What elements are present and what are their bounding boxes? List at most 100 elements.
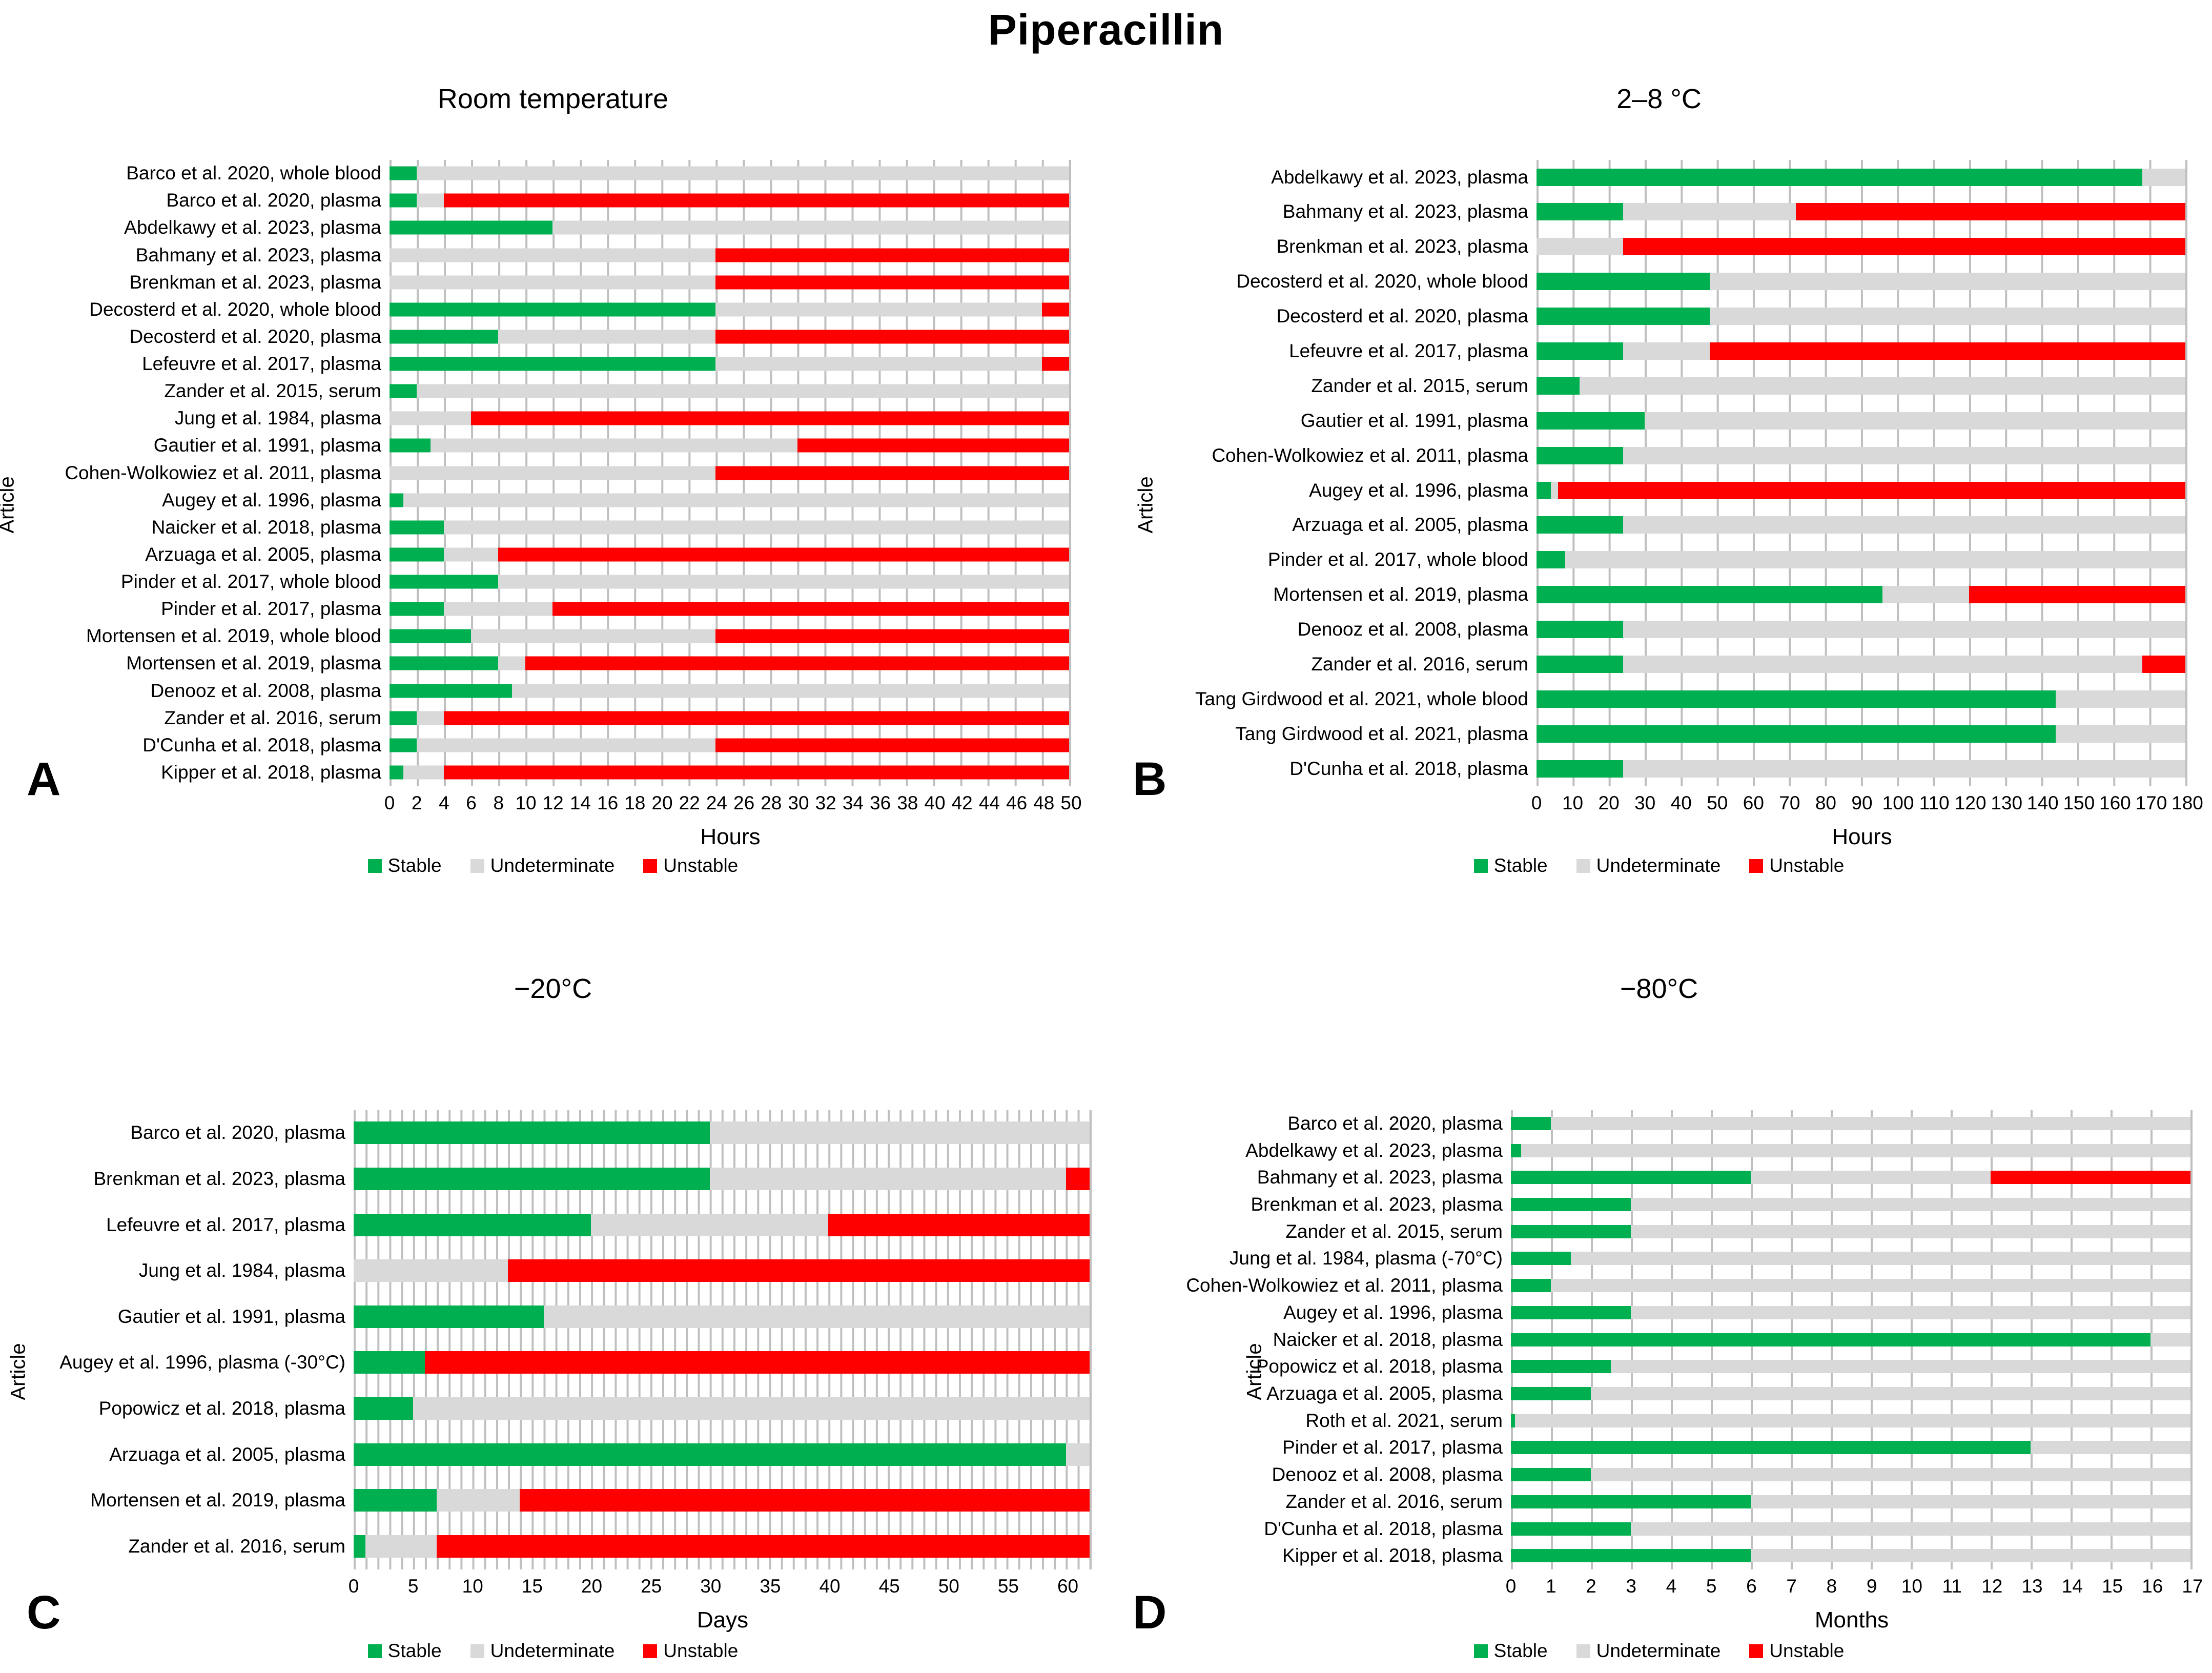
bar-segment-stable [1511,1360,1611,1374]
bar-segment-undeterminate [403,765,444,780]
bar-segment-undeterminate [709,1168,1066,1191]
legend-label: Stable [387,1640,442,1661]
bar-row: Lefeuvre et al. 2017, plasma [142,351,1069,378]
article-label: Pinder et al. 2017, whole blood [120,571,381,593]
bar-segment-stable [354,1351,425,1374]
article-label: Cohen-Wolkowiez et al. 2011, plasma [65,462,381,483]
bar-segment-stable [390,656,499,670]
legend-label: Unstable [1769,1640,1845,1661]
x-tick-label: 70 [1779,792,1800,813]
bar-segment-undeterminate [715,357,1042,371]
bar-row: Jung et al. 1984, plasma (-70°C) [1230,1245,2190,1272]
y-axis-label: Article [1134,476,1157,534]
bar-segment-unstable [1796,203,2185,221]
bar-segment-undeterminate [444,547,499,562]
article-label: Jung et al. 1984, plasma [138,1260,345,1281]
bar-row: Arzuaga et al. 2005, plasma [1266,1380,2190,1407]
bar-segment-undeterminate [1521,1144,2190,1157]
bar-segment-stable [1511,1305,1631,1319]
bar-segment-undeterminate [1709,273,2185,291]
bar-segment-undeterminate [552,220,1069,235]
bar-row: Barco et al. 2020, plasma [1287,1110,2190,1137]
article-label: Lefeuvre et al. 2017, plasma [106,1214,345,1235]
article-label: Naicker et al. 2018, plasma [151,516,381,538]
x-tick-label: 50 [1060,792,1082,813]
x-tick-label: 30 [788,792,809,813]
x-tick-label: 8 [1826,1575,1837,1597]
bar-segment-unstable [525,656,1069,670]
plot-area: Barco et al. 2020, plasma Abdelkawy et al… [1186,1110,2193,1569]
x-tick-label: 8 [493,792,504,813]
x-tick-label: 2 [411,792,422,813]
legend-item-undeterminate: Undeterminate [1576,855,1721,876]
legend-item-undeterminate: Undeterminate [470,855,615,876]
bar-segment-undeterminate [1623,516,2185,534]
legend-item-stable: Stable [1473,855,1548,876]
x-tick-label: 180 [2172,792,2203,813]
bar-segment-stable [1511,1116,1551,1130]
x-tick-label: 1 [1545,1575,1556,1597]
article-label: Naicker et al. 2018, plasma [1273,1329,1503,1350]
legend-swatch-unstable [643,859,658,873]
bar-row: Zander et al. 2016, serum [1285,1488,2190,1515]
bar-segment-undeterminate [1551,481,1559,499]
bar-segment-undeterminate [1537,238,1623,256]
bar-segment-stable [1511,1495,1751,1508]
chart-area: Article Barco et al. 2020, whole blood Ba… [0,159,1106,850]
legend-label: Undeterminate [1596,1640,1721,1661]
article-label: Pinder et al. 2017, plasma [161,598,381,620]
x-tick-label: 35 [760,1575,781,1597]
x-tick-label: 140 [2026,792,2059,813]
x-tick-label: 40 [1670,792,1692,813]
x-tick-label: 6 [466,792,477,813]
bar-segment-undeterminate [511,684,1069,698]
bar-segment-stable [390,629,472,643]
bar-segment-stable [1511,1198,1631,1212]
bar-row: D'Cunha et al. 2018, plasma [1264,1515,2190,1542]
x-tick-label: 42 [951,792,973,813]
x-tick-label: 4 [1666,1575,1677,1597]
x-axis-ticks: 0 5 10 15 20 25 30 35 40 45 50 55 60 [349,1569,1092,1600]
bar-segment-stable [1511,1441,2031,1455]
legend-swatch-undeterminate [470,1644,484,1658]
bar-segment-undeterminate [1882,586,1969,604]
bar-segment-undeterminate [1645,412,2185,430]
article-label: Gautier et al. 1991, plasma [117,1305,345,1327]
bar-row: Denooz et al. 2008, plasma [1272,1461,2190,1488]
x-tick-label: 170 [2135,792,2167,813]
bar-segment-stable [1511,1333,2150,1346]
article-label: Mortensen et al. 2019, whole blood [86,625,381,647]
bar-row: Mortensen et al. 2019, plasma [90,1477,1090,1523]
x-tick-label: 6 [1746,1575,1757,1597]
article-label: Gautier et al. 1991, plasma [153,435,381,456]
legend-item-undeterminate: Undeterminate [470,1640,615,1662]
panel-2-8c: 2–8 °C Article Abdelkawy et al. 2023, pl… [1106,59,2212,949]
x-tick-label: 160 [2099,792,2131,813]
legend-label: Unstable [663,1640,739,1661]
bar-segment-unstable [715,738,1069,752]
article-label: Denooz et al. 2008, plasma [1297,619,1528,640]
bar-segment-undeterminate [1623,203,1796,221]
bar-segment-undeterminate [390,466,716,480]
bar-segment-stable [390,738,417,752]
bar-segment-undeterminate [1623,621,2185,639]
bar-row: Zander et al. 2016, serum [1311,647,2185,682]
bar-segment-undeterminate [498,330,716,344]
legend-item-unstable: Unstable [643,1640,738,1662]
bar-segment-undeterminate [1551,1116,2190,1130]
article-label: Kipper et al. 2018, plasma [1282,1545,1503,1566]
x-tick-label: 7 [1786,1575,1797,1597]
bar-segment-undeterminate [1623,342,1710,360]
x-tick-label: 14 [569,792,591,813]
article-label: Bahmany et al. 2023, plasma [1282,201,1528,222]
legend-label: Undeterminate [490,855,615,876]
bar-segment-undeterminate [1066,1443,1090,1466]
bar-segment-undeterminate [2055,725,2185,743]
bar-segment-undeterminate [1751,1549,2190,1563]
article-label: Roth et al. 2021, serum [1305,1410,1503,1431]
bar-segment-undeterminate [1751,1495,2190,1508]
bar-row: Arzuaga et al. 2005, plasma [109,1432,1090,1478]
bar-segment-stable [1537,203,1623,221]
bar-row: Tang Girdwood et al. 2021, whole blood [1195,682,2185,717]
bar-segment-stable [390,684,512,698]
